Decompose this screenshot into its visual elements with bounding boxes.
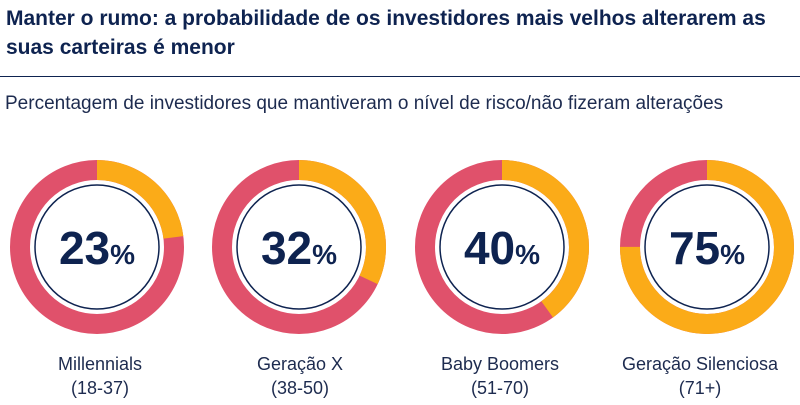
- caption-geracao-x: Geração X (38-50): [200, 352, 400, 400]
- donut-inner-ring: [439, 184, 565, 310]
- donut-kept-geracao-silenciosa: [620, 160, 794, 334]
- caption-category: Geração Silenciosa: [621, 354, 779, 374]
- donut-inner-ring: [236, 184, 362, 310]
- donut-value-label: 40%: [464, 222, 540, 274]
- donut-kept-geracao-x: [212, 160, 386, 334]
- caption-category: Geração X: [256, 354, 344, 374]
- donut-inner-ring: [644, 184, 770, 310]
- caption-range: (71+): [678, 378, 722, 398]
- caption-range: (51-70): [470, 378, 530, 398]
- donut-value-label: 32%: [261, 222, 337, 274]
- title-divider: [0, 76, 800, 77]
- donut-kept-baby-boomers: [415, 160, 589, 334]
- donut-charts: 23% 32% 40% 75%: [10, 160, 794, 334]
- caption-category: Baby Boomers: [440, 354, 560, 374]
- caption-millennials: Millennials (18-37): [0, 352, 200, 400]
- donut-kept-millennials: [10, 160, 184, 334]
- donut-value-label: 23%: [59, 222, 135, 274]
- caption-range: (18-37): [70, 378, 130, 398]
- donut-inner-ring: [34, 184, 160, 310]
- donut-value-label: 75%: [669, 222, 745, 274]
- caption-category: Millennials: [57, 354, 143, 374]
- chart-subtitle: Percentagem de investidores que mantiver…: [5, 93, 724, 114]
- chart-title: Manter o rumo: a probabilidade de os inv…: [6, 7, 766, 59]
- caption-baby-boomers: Baby Boomers (51-70): [400, 352, 600, 400]
- caption-geracao-silenciosa: Geração Silenciosa (71+): [600, 352, 800, 400]
- caption-range: (38-50): [270, 378, 330, 398]
